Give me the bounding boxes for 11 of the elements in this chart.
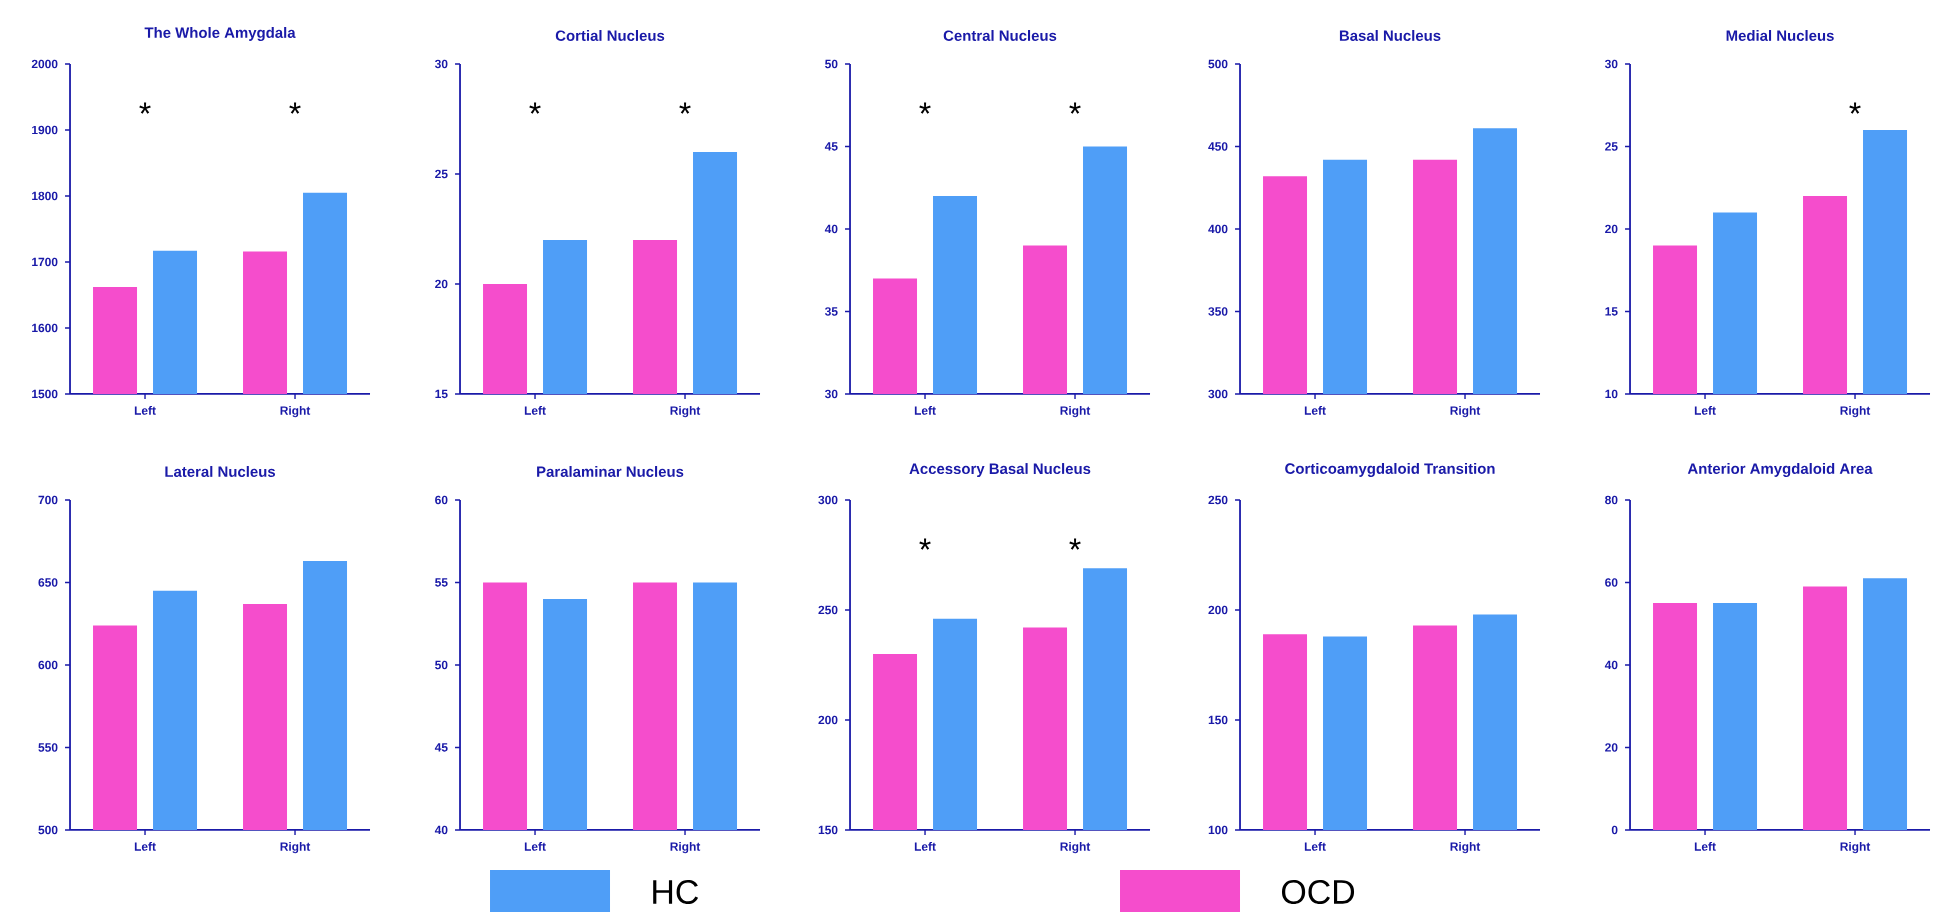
annotation: * (529, 102, 541, 114)
annotation: * (919, 102, 931, 114)
annotation: * (1069, 102, 1081, 114)
legend-label: HC (653, 879, 699, 904)
annotation: * (1849, 102, 1861, 114)
annotation: * (289, 102, 301, 114)
legend-label: OCD (1282, 879, 1355, 904)
annotation: * (1069, 538, 1081, 550)
annotation: * (679, 102, 691, 114)
annotation: * (919, 538, 931, 550)
annotation: * (139, 102, 151, 114)
